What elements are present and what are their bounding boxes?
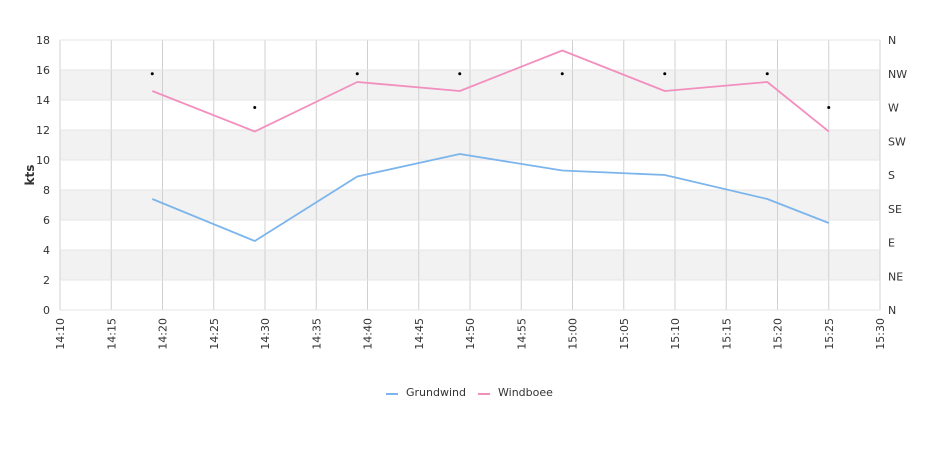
x-tick-label: 15:20 (772, 318, 785, 350)
x-tick-label: 14:45 (413, 318, 426, 350)
direction-marker (827, 106, 831, 109)
x-axis-ticks: 14:10 14:15 14:20 14:25 14:30 14:35 14:40 14:45… (54, 318, 887, 350)
direction-tick-label: S (888, 169, 895, 182)
legend[interactable]: Grundwind Windboee (386, 386, 553, 399)
direction-marker (458, 72, 462, 76)
vertical-grid (59, 40, 881, 310)
x-tick-label: 14:55 (515, 318, 528, 350)
series-line-grundwind (151, 153, 830, 242)
x-tick-label: 15:30 (874, 318, 887, 350)
x-tick-label: 15:05 (618, 318, 631, 350)
x-tick-label: 14:20 (157, 318, 170, 350)
y-tick-label: 6 (43, 214, 50, 227)
direction-marker (765, 72, 769, 76)
x-tick-label: 14:10 (54, 318, 67, 350)
direction-tick-label: E (888, 237, 895, 250)
x-tick-label: 14:40 (362, 318, 375, 350)
series-lines (151, 49, 830, 242)
y-tick-label: 18 (36, 34, 50, 47)
x-tick-label: 15:25 (823, 318, 836, 350)
direction-tick-label: SW (888, 135, 906, 148)
x-tick-label: 14:25 (208, 318, 221, 350)
legend-item-grundwind[interactable]: Grundwind (386, 386, 466, 399)
direction-marker (663, 72, 667, 76)
x-tick-label: 14:35 (310, 318, 323, 350)
y-tick-label: 8 (43, 184, 50, 197)
x-tick-label: 14:30 (259, 318, 272, 350)
y-axis-label: kts (23, 165, 37, 186)
series-line-windboee (151, 49, 830, 133)
y-tick-label: 10 (36, 154, 50, 167)
legend-item-windboee[interactable]: Windboee (478, 386, 553, 399)
x-tick-label: 15:10 (669, 318, 682, 350)
y-tick-label: 0 (43, 304, 50, 317)
direction-markers (150, 72, 831, 109)
direction-tick-label: NE (888, 270, 903, 283)
direction-tick-label: N (888, 34, 896, 47)
direction-tick-label: NW (888, 68, 907, 81)
x-tick-label: 15:00 (567, 318, 580, 350)
legend-label: Grundwind (406, 386, 466, 399)
y-tick-label: 12 (36, 124, 50, 137)
legend-label: Windboee (498, 386, 553, 399)
y-tick-label: 2 (43, 274, 50, 287)
direction-tick-label: SE (888, 203, 902, 216)
direction-marker (560, 72, 564, 76)
direction-marker (253, 106, 257, 109)
x-tick-label: 14:50 (464, 318, 477, 350)
horizontal-grid (60, 39, 880, 311)
y-tick-label: 4 (43, 244, 50, 257)
right-axis-ticks: N NE E SE S SW W NW N (888, 34, 907, 317)
y-tick-label: 14 (36, 94, 50, 107)
x-tick-label: 15:15 (720, 318, 733, 350)
y-tick-label: 16 (36, 64, 50, 77)
y-axis-ticks: 0 2 4 6 8 10 12 14 16 18 (36, 34, 50, 317)
x-tick-label: 14:15 (105, 318, 118, 350)
direction-marker (150, 72, 154, 76)
direction-tick-label: N (888, 304, 896, 317)
direction-tick-label: W (888, 102, 899, 115)
direction-marker (355, 72, 359, 76)
